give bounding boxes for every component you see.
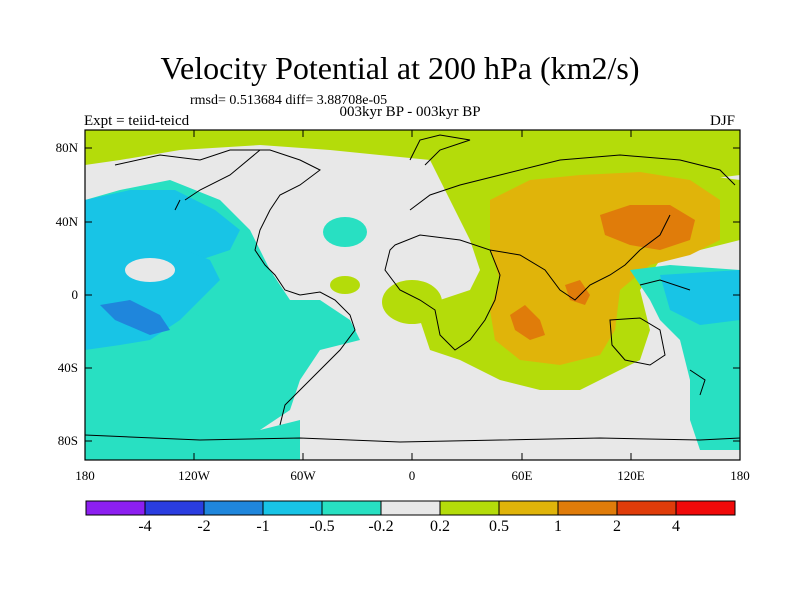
colorbar-box [144,500,205,516]
experiment-label: Expt = teiid-teicd [84,113,190,129]
colorbar-label: -4 [138,518,152,535]
lat-label: 40S [57,360,78,375]
colorbar-box [498,500,559,516]
colorbar-box [616,500,677,516]
stats-text: rmsd= 0.513684 diff= 3.88708e-05 [190,93,388,108]
lat-label: 80S [57,433,78,448]
lon-label: 60W [290,468,316,483]
lon-label: 120W [178,468,210,483]
season-label: DJF [710,113,736,129]
period-label: 003kyr BP - 003kyr BP [339,104,481,120]
lat-label: 80N [55,140,78,155]
contour-fill [85,130,740,460]
colorbar-label: 0.5 [489,518,509,535]
axis-ticks [84,130,741,460]
colorbar-label: 1 [554,518,562,535]
lon-label: 0 [408,468,416,483]
colorbar-label: -2 [197,518,211,535]
colorbar-box [262,500,323,516]
colorbar-label: -0.2 [368,518,394,535]
colorbar-label: 2 [613,518,621,535]
chart-title: Velocity Potential at 200 hPa (km2/s) [160,50,640,86]
colorbar-box [85,500,146,516]
colorbar-label: 4 [672,518,680,535]
lat-label: 0 [71,287,79,302]
colorbar-label: -1 [256,518,270,535]
lon-label: 180 [75,468,95,483]
colorbar-box [380,500,441,516]
colorbar-box [439,500,500,516]
lon-label: 120E [617,468,645,483]
colorbar-box [675,500,736,516]
colorbar-box [557,500,618,516]
lon-label: 180 [730,468,750,483]
colorbar-label: 0.2 [430,518,450,535]
lat-label: 40N [55,214,78,229]
colorbar-box [203,500,264,516]
colorbar-label: -0.5 [309,518,335,535]
colorbar-box [321,500,382,516]
lon-label: 60E [511,468,533,483]
coastlines [85,134,740,443]
